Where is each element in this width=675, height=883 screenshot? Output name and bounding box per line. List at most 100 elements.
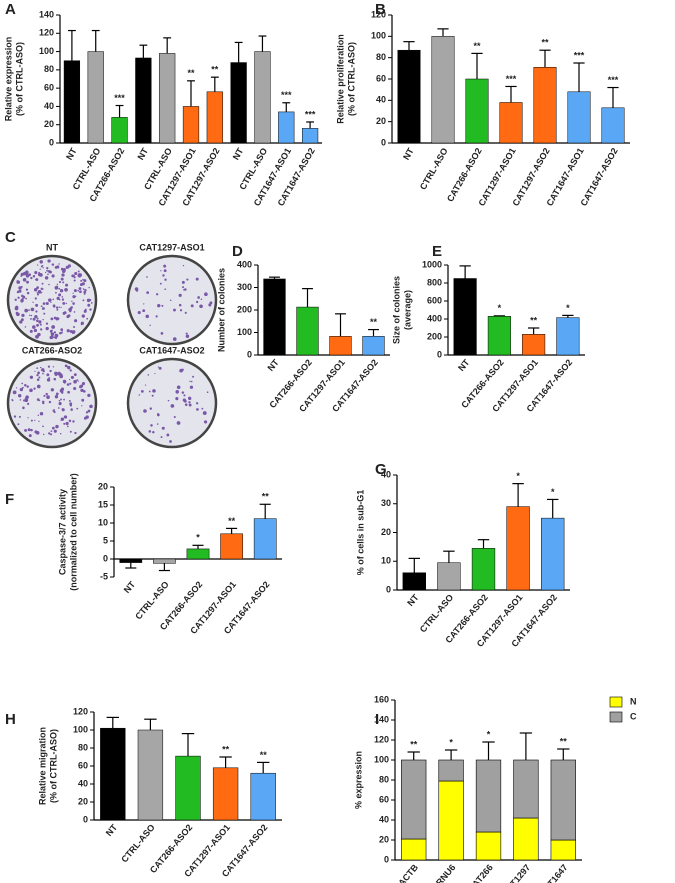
colony-dot [68,400,71,402]
colony-dot [64,364,68,368]
colony-dot [188,396,192,401]
colony-dot [154,372,156,375]
colony-dot [65,283,69,287]
colony-dot [69,382,72,385]
colony-dot [148,390,151,393]
colony-dot [36,292,39,294]
y-tick-label: 20 [379,834,389,844]
colony-dot [60,289,63,292]
y-tick-label: 100 [371,31,386,41]
bar-segment [401,838,427,861]
colony-dot [200,298,203,301]
colony-dot [37,414,40,417]
y-tick-label: 120 [374,734,389,744]
colony-dot [164,278,167,281]
colony-dot [184,403,188,406]
panel-label: F [5,491,14,508]
colony-dot [68,307,72,312]
colony-dot [52,298,55,301]
y-tick-label: 40 [379,814,389,824]
colony-dot [18,415,21,418]
bar-segment [438,759,464,782]
y-tick-label: 200 [237,304,252,314]
significance-label: ** [530,315,538,325]
bar [471,548,496,591]
error-bar [187,80,195,107]
significance-label: *** [305,109,316,119]
panel-label: G [375,461,387,478]
error-bar [368,328,379,337]
colony-dot [206,391,209,394]
legend-label: C [630,711,637,721]
colony-dot [72,302,75,305]
colony-dot [160,270,162,272]
colony-dot [72,292,74,294]
bar [212,767,239,821]
colony-dot [138,394,141,396]
y-tick-label: 60 [376,73,386,83]
colony-dot [144,384,147,386]
colony-dot [19,320,23,324]
colony-dot [56,296,60,300]
significance-label: ** [560,736,568,746]
colony-dot [32,325,36,329]
bar [601,107,625,144]
bar [329,336,352,356]
colony-dot [15,387,18,389]
colony-dot [34,419,36,422]
colony-dot [45,392,48,396]
bar [487,316,511,356]
colony-dot [23,271,27,276]
colony-dot [41,307,45,310]
x-tick-label: NT [104,822,120,838]
colony-dot [34,297,37,300]
colony-dot [36,317,39,320]
x-tick-label: CTRL-ASO [418,592,456,634]
bar-segment [401,759,427,840]
y-axis-label: (% of CTRL-ASO) [48,729,58,803]
colony-dot [60,306,62,308]
colony-dot [51,274,55,278]
colony-dot [66,425,69,428]
bar [522,334,546,356]
significance-label: * [516,471,520,481]
error-bar [226,527,238,534]
bar [206,91,223,144]
x-tick-label: CAT1647 [538,862,570,883]
error-bar [607,86,619,108]
colony-dot [37,272,42,277]
colony-dot [73,274,75,277]
significance-label: *** [281,90,292,100]
y-tick-label: 20 [98,481,108,491]
colony-dot [176,385,181,390]
chart-panel: A 0 20 40 60 80 100 120 140 Relative expression (%… [3,1,322,208]
x-tick-label: NT [405,592,421,608]
y-tick-label: 20 [381,527,391,537]
colony-dot [36,374,39,377]
bar [175,755,201,821]
colony-dot [65,302,68,305]
colony-dot [33,288,38,292]
y-axis-label: Number of colonies [216,268,226,352]
colony-dot [181,280,185,284]
colony-dot [209,301,213,305]
colony-dot [80,279,83,282]
colony-dot [40,292,43,294]
colony-dot [73,386,77,391]
colony-dot [51,263,55,266]
colony-dot [71,274,75,278]
colony-dot [12,390,17,395]
colony-dot [46,269,48,272]
colony-dot [25,288,29,291]
bar [250,772,276,821]
colony-dot [150,424,153,427]
colony-dot [33,328,38,333]
y-tick-label: 600 [427,295,442,305]
colony-dot [45,271,47,274]
y-tick-label: 800 [427,277,442,287]
error-bar [219,756,232,768]
colony-dot [60,331,63,334]
colony-dot [188,403,192,407]
colony-dot [167,399,170,402]
